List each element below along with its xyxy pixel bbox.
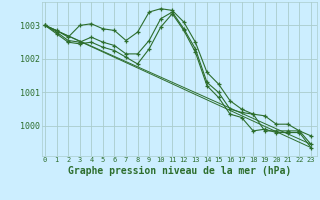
- X-axis label: Graphe pression niveau de la mer (hPa): Graphe pression niveau de la mer (hPa): [68, 166, 291, 176]
